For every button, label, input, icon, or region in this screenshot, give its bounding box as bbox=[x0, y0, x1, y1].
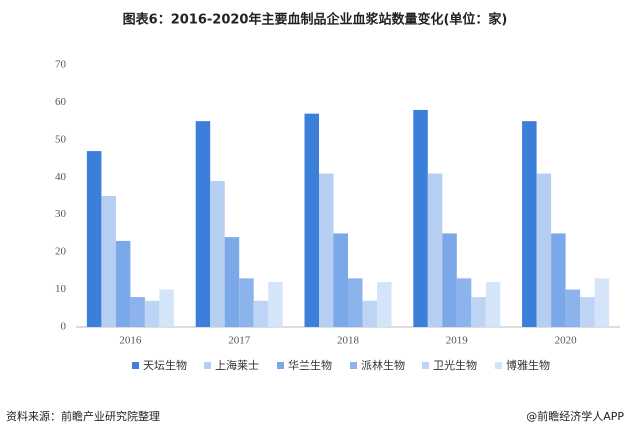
bar bbox=[580, 297, 595, 327]
bar bbox=[485, 282, 501, 327]
y-tick-label: 20 bbox=[55, 246, 67, 258]
bar bbox=[144, 300, 160, 327]
bar bbox=[195, 121, 211, 328]
y-tick-label: 10 bbox=[55, 283, 67, 295]
y-tick-label: 50 bbox=[55, 133, 67, 145]
x-tick-label: 2020 bbox=[555, 335, 578, 347]
bar bbox=[101, 196, 116, 327]
bar bbox=[522, 121, 537, 328]
legend-label: 博雅生物 bbox=[506, 358, 550, 372]
x-tick-label: 2016 bbox=[119, 335, 142, 347]
bar bbox=[210, 181, 225, 327]
bar bbox=[536, 173, 552, 327]
bar bbox=[348, 278, 363, 327]
bar bbox=[377, 282, 392, 327]
bar bbox=[304, 113, 319, 328]
y-tick-label: 0 bbox=[61, 321, 67, 333]
bar bbox=[413, 109, 428, 328]
y-tick-label: 70 bbox=[55, 59, 67, 71]
credit: @前瞻经济学人APP bbox=[526, 409, 624, 423]
y-tick-label: 60 bbox=[55, 96, 67, 108]
bar bbox=[471, 297, 486, 327]
y-tick-label: 40 bbox=[55, 171, 67, 183]
bar bbox=[319, 173, 334, 327]
bar bbox=[224, 237, 240, 327]
bar bbox=[362, 300, 377, 327]
legend-swatch bbox=[204, 362, 211, 369]
chart-title: 图表6：2016-2020年主要血制品企业血浆站数量变化(单位：家) bbox=[123, 12, 508, 28]
bar bbox=[239, 278, 254, 327]
legend-swatch bbox=[422, 362, 429, 369]
legend-label: 上海莱士 bbox=[215, 358, 259, 372]
bar bbox=[159, 289, 174, 327]
x-tick-label: 2018 bbox=[337, 335, 360, 347]
legend-label: 天坛生物 bbox=[143, 358, 187, 372]
x-tick-label: 2017 bbox=[228, 335, 251, 347]
bar bbox=[253, 300, 269, 327]
bar bbox=[551, 233, 566, 327]
x-tick-label: 2019 bbox=[446, 335, 469, 347]
bar bbox=[130, 297, 145, 327]
bar bbox=[86, 151, 102, 327]
bar bbox=[427, 173, 443, 327]
bar bbox=[442, 233, 457, 327]
source: 资料来源：前瞻产业研究院整理 bbox=[6, 409, 160, 423]
legend-swatch bbox=[132, 362, 139, 369]
y-tick-label: 30 bbox=[55, 208, 67, 220]
bar bbox=[594, 278, 610, 327]
bar bbox=[115, 240, 131, 327]
legend-swatch bbox=[350, 362, 357, 369]
bar bbox=[333, 233, 348, 327]
legend-swatch bbox=[495, 362, 502, 369]
legend-label: 派林生物 bbox=[361, 358, 405, 372]
legend-label: 华兰生物 bbox=[288, 358, 332, 372]
bar bbox=[268, 282, 283, 327]
legend-swatch bbox=[277, 362, 284, 369]
legend-label: 卫光生物 bbox=[433, 358, 477, 372]
bar bbox=[565, 289, 581, 327]
bar bbox=[456, 278, 472, 327]
